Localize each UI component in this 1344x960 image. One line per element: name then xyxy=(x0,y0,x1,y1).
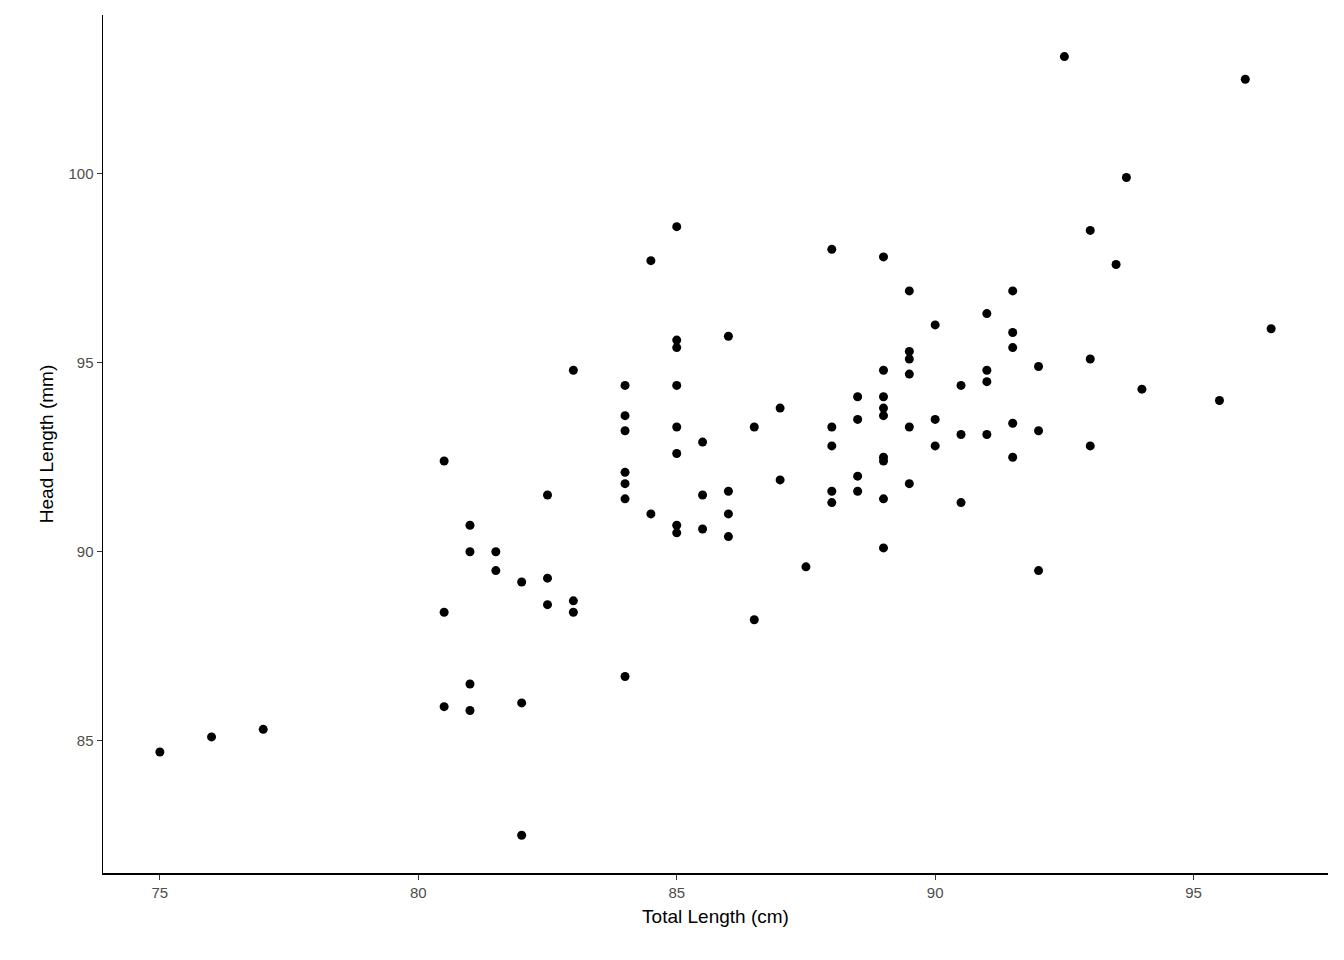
svg-text:90: 90 xyxy=(927,884,944,901)
svg-text:85: 85 xyxy=(668,884,685,901)
svg-text:85: 85 xyxy=(77,732,94,749)
svg-text:Head Length (mm): Head Length (mm) xyxy=(36,365,57,523)
svg-text:95: 95 xyxy=(77,354,94,371)
svg-text:75: 75 xyxy=(152,884,169,901)
svg-text:95: 95 xyxy=(1185,884,1202,901)
svg-text:Total Length (cm): Total Length (cm) xyxy=(642,906,789,927)
svg-text:100: 100 xyxy=(68,165,93,182)
svg-text:80: 80 xyxy=(410,884,427,901)
svg-text:90: 90 xyxy=(77,543,94,560)
